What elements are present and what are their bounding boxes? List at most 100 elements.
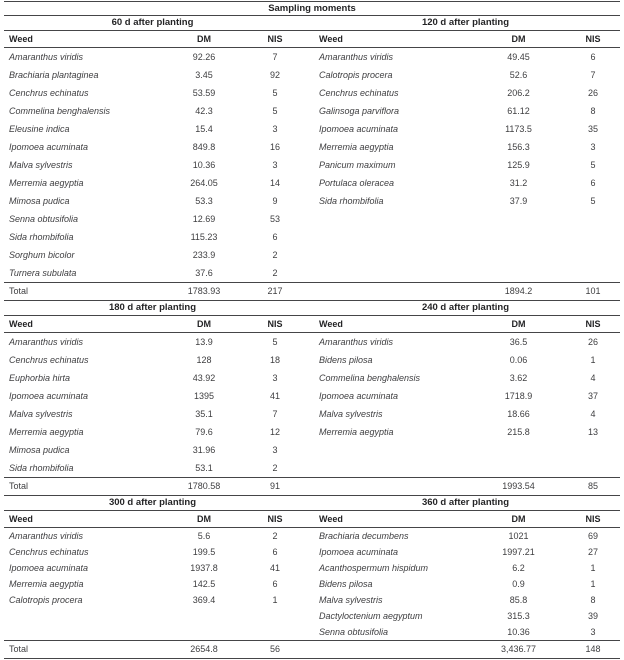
total-dm-left: 1780.58 <box>187 482 221 491</box>
table-row: Ipomoea acuminata 849.8 16 Merremia aegypti… <box>4 138 620 156</box>
dm-value-right: 36.5 <box>509 337 528 347</box>
col-header-dm-left: DM <box>197 319 211 329</box>
table-title-row: Sampling moments <box>4 1 620 16</box>
table-row: Brachiaria plantaginea 3.45 92 Calotropis p… <box>4 66 620 84</box>
dm-value-right: 1718.9 <box>504 391 533 401</box>
nis-value-right: 7 <box>590 70 596 80</box>
weed-name-right: Calotropis procera <box>319 70 393 80</box>
weed-name-left: Senna obtusifolia <box>9 214 79 224</box>
dm-value-left: 233.9 <box>192 250 216 260</box>
total-row: Total 1780.58 91 1993.54 85 <box>4 477 620 496</box>
weed-name-right: Portulaca oleracea <box>319 178 395 188</box>
dm-value-left: 199.5 <box>192 547 216 557</box>
weed-name-left: Ipomoea acuminata <box>9 142 89 152</box>
table-row: Calotropis procera 369.4 1 Malva sylvestris… <box>4 592 620 608</box>
nis-value-right: 26 <box>587 88 598 98</box>
dm-value-right: 31.2 <box>509 178 528 188</box>
nis-value-right: 5 <box>590 160 596 170</box>
nis-value-right: 5 <box>590 196 596 206</box>
dm-value-right: 1173.5 <box>505 124 532 134</box>
table-row: Malva sylvestris 10.36 3 Panicum maximum 125… <box>4 156 620 174</box>
weed-name-right: Ipomoea acuminata <box>319 391 399 401</box>
col-header-dm-right: DM <box>511 514 526 524</box>
nis-value-left: 2 <box>272 250 278 260</box>
table-row: Ipomoea acuminata 1395 41 Ipomoea acuminata… <box>4 387 620 405</box>
weed-name-right: Amaranthus viridis <box>319 52 394 62</box>
weed-name-right: Acanthospermum hispidum <box>319 563 429 573</box>
weed-name-right: Ipomoea acuminata <box>319 547 399 557</box>
nis-value-right: 13 <box>587 427 598 437</box>
weed-name-right: Cenchrus echinatus <box>319 88 399 98</box>
total-label: Total <box>9 645 29 654</box>
col-header-weed-left: Weed <box>9 34 33 44</box>
nis-value-right: 4 <box>590 373 596 383</box>
dm-value-left: 10.36 <box>192 160 216 170</box>
weed-name-right: Amaranthus viridis <box>319 337 394 347</box>
weed-name-left: Amaranthus viridis <box>9 52 84 62</box>
weed-name-left: Merremia aegyptia <box>9 178 84 188</box>
dm-value-left: 142.5 <box>192 579 216 589</box>
weed-name-left: Eleusine indica <box>9 124 70 134</box>
dm-value-left: 849.8 <box>192 142 216 152</box>
nis-value-right: 1 <box>590 355 596 365</box>
section-heading-right: 360 d after planting <box>421 498 510 508</box>
dm-value-right: 0.9 <box>512 579 525 589</box>
dm-value-right: 156.3 <box>507 142 530 152</box>
col-header-weed-right: Weed <box>319 34 343 44</box>
section-heading-left: 180 d after planting <box>108 303 197 313</box>
dm-value-left: 1395 <box>193 391 215 401</box>
total-row: Total 2654.8 56 3,436.77 148 <box>4 640 620 659</box>
section-heading-left: 300 d after planting <box>108 498 197 508</box>
weed-name-left: Merremia aegyptia <box>9 579 84 589</box>
dm-value-right: 125.9 <box>507 160 530 170</box>
total-label: Total <box>9 287 29 296</box>
dm-value-left: 53.3 <box>195 196 213 206</box>
nis-value-right: 1 <box>590 579 596 589</box>
dm-value-left: 115.23 <box>190 232 218 242</box>
section-headings-row: 180 d after planting 240 d after planting <box>4 301 620 316</box>
nis-value-left: 6 <box>272 579 278 589</box>
weed-name-left: Mimosa pudica <box>9 196 70 206</box>
nis-value-left: 3 <box>272 373 278 383</box>
weed-name-left: Calotropis procera <box>9 595 83 605</box>
weed-name-right: Brachiaria decumbens <box>319 531 409 541</box>
table-row: Sorghum bicolor 233.9 2 <box>4 246 620 264</box>
col-header-dm-right: DM <box>511 319 526 329</box>
table-row: Senna obtusifolia 10.36 3 <box>4 624 620 640</box>
nis-value-left: 5 <box>272 88 278 98</box>
dm-value-right: 85.8 <box>509 595 528 605</box>
weed-name-right: Senna obtusifolia <box>319 627 389 637</box>
weed-name-left: Malva sylvestris <box>9 160 73 170</box>
nis-value-right: 27 <box>587 547 598 557</box>
section-heading-right: 240 d after planting <box>421 303 510 313</box>
col-header-nis-right: NIS <box>585 34 601 44</box>
weed-name-left: Mimosa pudica <box>9 445 70 455</box>
col-header-dm-left: DM <box>197 514 211 524</box>
col-header-weed-right: Weed <box>319 514 343 524</box>
weed-name-left: Sida rhombifolia <box>9 463 74 473</box>
col-header-weed-left: Weed <box>9 514 33 524</box>
section-heading-left: 60 d after planting <box>111 18 194 28</box>
dm-value-right: 206.2 <box>507 88 530 98</box>
nis-value-left: 2 <box>272 463 278 473</box>
weed-name-left: Amaranthus viridis <box>9 337 84 347</box>
dm-value-left: 79.6 <box>195 427 213 437</box>
dm-value-right: 3.62 <box>509 373 528 383</box>
weed-name-left: Malva sylvestris <box>9 409 73 419</box>
dm-value-right: 315.3 <box>507 611 530 621</box>
table-row: Amaranthus viridis 13.9 5 Amaranthus viridi… <box>4 333 620 351</box>
table-title: Sampling moments <box>268 3 356 14</box>
table-row: Amaranthus viridis 5.6 2 Brachiaria decumbe… <box>4 528 620 544</box>
weed-name-left: Cenchrus echinatus <box>9 547 89 557</box>
dm-value-right: 61.12 <box>507 106 530 116</box>
weed-name-right: Bidens pilosa <box>319 355 373 365</box>
col-header-dm-right: DM <box>511 34 526 44</box>
nis-value-right: 37 <box>587 391 598 401</box>
table-row: Mimosa pudica 31.96 3 <box>4 441 620 459</box>
dm-value-left: 37.6 <box>195 268 213 278</box>
column-header-row: Weed DM NIS Weed DM NIS <box>4 316 620 333</box>
table-row: Turnera subulata 37.6 2 <box>4 264 620 282</box>
total-dm-right: 1894.2 <box>504 287 533 296</box>
weed-name-left: Sorghum bicolor <box>9 250 75 260</box>
nis-value-left: 41 <box>269 391 280 401</box>
